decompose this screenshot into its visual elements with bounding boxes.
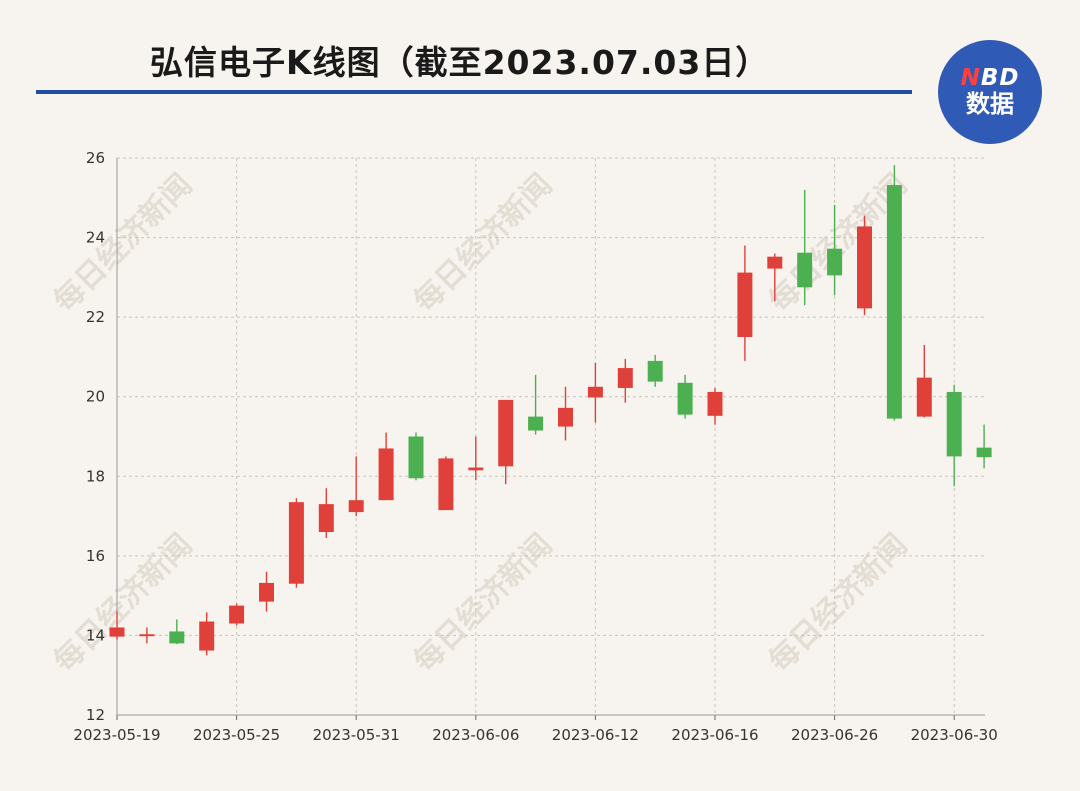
y-tick-label: 20	[86, 388, 105, 406]
candle-body	[737, 272, 753, 338]
candle-body	[288, 502, 304, 584]
candle-body	[558, 407, 573, 427]
candle-body	[259, 582, 274, 602]
y-tick-label: 22	[86, 308, 105, 326]
candle-body	[707, 391, 723, 416]
candle-body	[169, 631, 185, 644]
x-tick-label: 2023-06-26	[791, 726, 878, 744]
candle-body	[318, 504, 334, 532]
candle-body	[229, 605, 245, 624]
candle-body	[528, 416, 544, 431]
watermark: 每日经济新闻	[47, 527, 199, 679]
x-tick-label: 2023-06-12	[552, 726, 639, 744]
candle-body	[857, 226, 872, 309]
candle-body	[348, 500, 364, 513]
candle-body	[827, 248, 843, 276]
y-tick-label: 12	[86, 706, 105, 724]
candle-body	[587, 386, 603, 398]
x-tick-label: 2023-06-16	[671, 726, 758, 744]
y-tick-label: 26	[86, 149, 105, 167]
candle-body	[139, 634, 155, 637]
candle-body	[946, 391, 962, 457]
candle-body	[438, 458, 454, 511]
y-tick-label: 18	[86, 467, 105, 485]
x-tick-label: 2023-05-25	[193, 726, 280, 744]
candle-body	[617, 368, 633, 388]
title-underline	[36, 90, 912, 94]
y-tick-label: 24	[86, 229, 105, 247]
x-tick-label: 2023-05-19	[73, 726, 160, 744]
candle-body	[916, 377, 932, 417]
candle-body	[498, 399, 514, 467]
logo-line2: 数据	[966, 90, 1014, 119]
x-tick-label: 2023-06-06	[432, 726, 519, 744]
x-tick-label: 2023-05-31	[313, 726, 400, 744]
candle-body	[976, 447, 992, 458]
candle-body	[109, 627, 125, 637]
candle-body	[468, 467, 484, 471]
x-tick-label: 2023-06-30	[911, 726, 998, 744]
watermark: 每日经济新闻	[407, 167, 559, 319]
logo-line1: NBD	[960, 65, 1020, 92]
candle-body	[797, 252, 813, 288]
candle-body	[378, 448, 394, 501]
watermark: 每日经济新闻	[47, 167, 199, 319]
candle-body	[408, 436, 424, 479]
candle-body	[677, 382, 693, 415]
y-tick-label: 16	[86, 547, 105, 565]
candle-body	[886, 185, 902, 419]
candle-body	[199, 621, 215, 651]
candle-body	[767, 256, 783, 269]
y-tick-label: 14	[86, 626, 105, 644]
chart-title: 弘信电子K线图（截至2023.07.03日）	[150, 43, 770, 82]
watermark: 每日经济新闻	[762, 527, 914, 679]
candle-body	[647, 360, 663, 382]
nbd-data-logo: NBD 数据	[938, 40, 1042, 144]
watermark: 每日经济新闻	[407, 527, 559, 679]
